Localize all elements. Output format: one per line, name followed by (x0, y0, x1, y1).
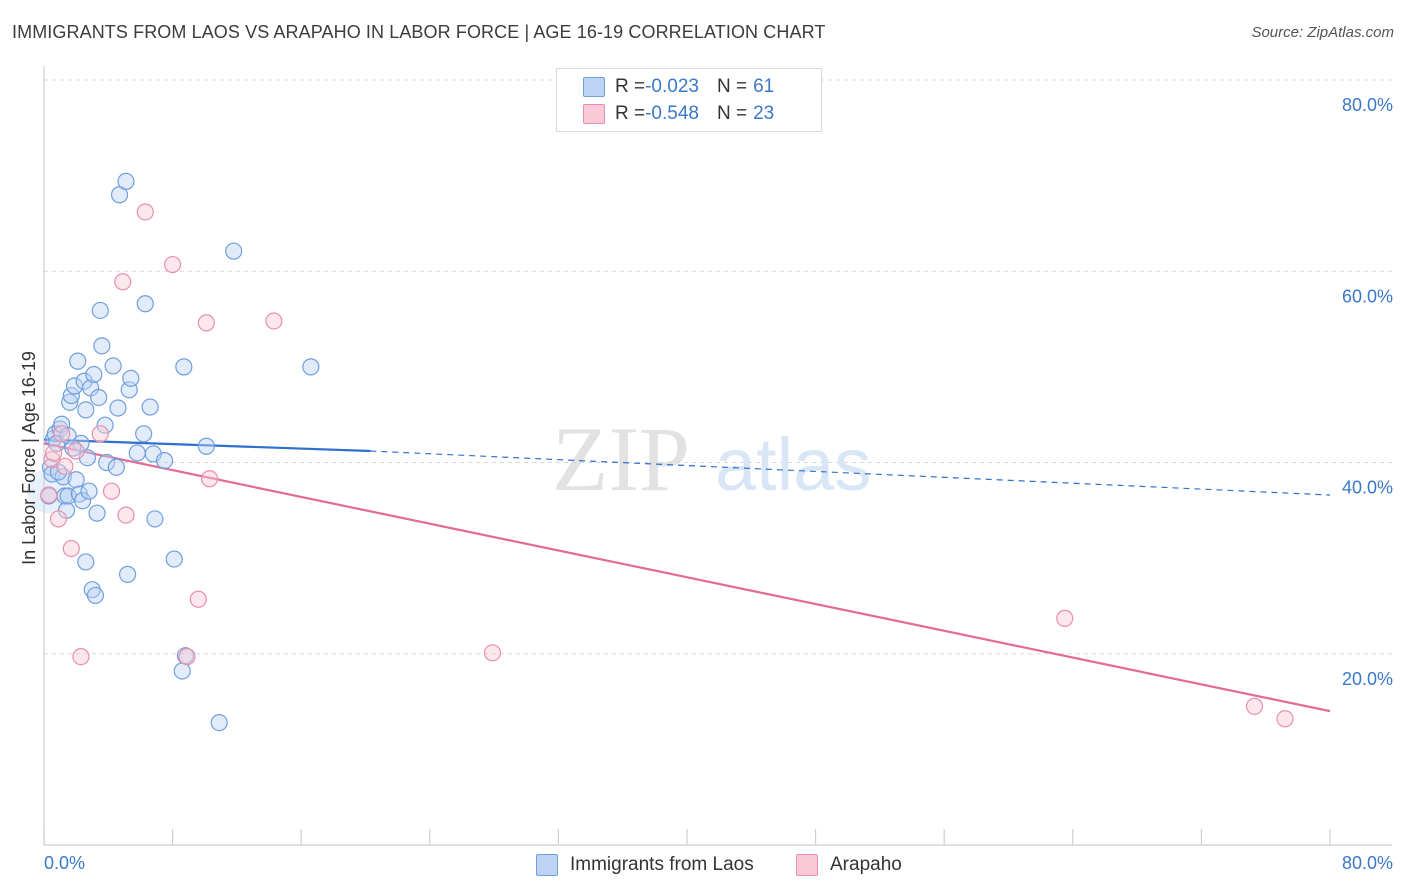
arapaho-trend-line (43, 442, 1331, 713)
legend-swatch-laos (583, 77, 605, 97)
gridlines (44, 79, 1392, 655)
arapaho-point (72, 648, 90, 666)
arapaho-point (40, 486, 58, 504)
arapaho-point (265, 312, 283, 330)
laos-point (90, 388, 108, 407)
laos-point (109, 399, 127, 417)
laos-point (118, 565, 137, 583)
legend-r-value: -0.023 (645, 76, 699, 97)
arapaho-point (49, 510, 68, 528)
laos-point (175, 358, 193, 376)
laos-point (141, 398, 159, 416)
arapaho-point (102, 482, 121, 500)
legend-n-value: 61 (753, 76, 775, 97)
bottom-legend-arapaho: Arapaho (796, 852, 902, 878)
arapaho-point (483, 644, 502, 662)
arapaho-point (197, 314, 215, 332)
laos-point (96, 416, 114, 434)
laos-point (165, 550, 183, 568)
laos-point (155, 451, 174, 470)
x-tick-label: 0.0% (44, 853, 85, 873)
laos-point (62, 386, 80, 405)
laos-point (85, 365, 103, 384)
y-axis-label: In Labor Force | Age 16-19 (19, 351, 39, 565)
laos-point (91, 301, 109, 320)
y-tick-label: 60.0% (1342, 286, 1393, 306)
laos-point (173, 662, 191, 680)
watermark-atlas: atlas (715, 423, 871, 506)
arapaho-point (117, 506, 135, 524)
laos-point (128, 444, 146, 462)
legend-swatch-arapaho (796, 854, 818, 876)
y-tick-label: 80.0% (1342, 95, 1393, 115)
arapaho-point (1276, 710, 1294, 728)
stats-legend: R = -0.023 N = 61 R = -0.548 N = 23 (556, 68, 822, 132)
laos-point (104, 357, 122, 375)
arapaho-point (189, 590, 207, 608)
laos-point (98, 453, 116, 472)
y-tick-label: 40.0% (1342, 478, 1393, 498)
legend-r-label: R = (615, 103, 646, 124)
arapaho-point (178, 648, 196, 666)
arapaho-point (1056, 609, 1074, 627)
legend-series-name: Arapaho (830, 854, 902, 875)
arapaho-point (200, 470, 219, 488)
legend-r-value: -0.548 (645, 103, 699, 124)
laos-point (135, 425, 153, 443)
laos-point (69, 352, 87, 370)
laos-point (77, 553, 95, 571)
arapaho-point (91, 425, 109, 443)
arapaho-point (53, 425, 71, 443)
laos-point (88, 504, 106, 522)
laos-point (64, 439, 82, 457)
arapaho-point (136, 203, 154, 221)
laos-point (43, 465, 61, 483)
laos-point (210, 713, 228, 732)
legend-swatch-laos (536, 854, 558, 876)
laos-point (117, 172, 135, 190)
arapaho-point (56, 457, 74, 475)
arapaho-point (45, 444, 63, 462)
legend-series-name: Immigrants from Laos (570, 854, 754, 875)
source-label: Source: ZipAtlas.com (1251, 24, 1394, 41)
laos-point (80, 482, 98, 500)
arapaho-point (62, 539, 80, 558)
y-tick-label: 20.0% (1342, 669, 1393, 689)
laos-point (197, 437, 215, 455)
laos-point (73, 492, 92, 510)
axes: 20.0% 40.0% 60.0% 80.0% 0.0% 80.0% (43, 66, 1393, 873)
data-points (26, 172, 1294, 732)
laos-point (61, 393, 79, 411)
watermark-zip: ZIP (552, 408, 690, 510)
laos-point (93, 337, 111, 355)
laos-point (146, 510, 164, 528)
arapaho-point (164, 255, 182, 274)
x-tick-label: 80.0% (1342, 853, 1393, 873)
laos-point (225, 242, 243, 260)
laos-point (107, 458, 125, 476)
laos-point (136, 295, 154, 313)
arapaho-point (67, 442, 85, 460)
laos-point (122, 369, 140, 387)
laos-point (67, 471, 85, 489)
laos-point (86, 586, 105, 605)
bottom-legend-laos: Immigrants from Laos (536, 852, 754, 878)
arapaho-point (1245, 697, 1264, 715)
legend-row-arapaho: R = -0.548 N = 23 (583, 102, 774, 126)
legend-n-value: 23 (753, 103, 775, 124)
legend-n-label: N = (716, 76, 748, 97)
laos-point (75, 372, 93, 390)
arapaho-point (114, 273, 132, 291)
legend-swatch-arapaho (583, 104, 605, 124)
watermark: ZIP atlas (552, 408, 871, 510)
legend-row-laos: R = -0.023 N = 61 (583, 75, 774, 99)
laos-point (77, 401, 95, 419)
legend-n-label: N = (716, 103, 748, 124)
legend-r-label: R = (615, 76, 646, 97)
laos-point (302, 358, 320, 376)
chart-title: IMMIGRANTS FROM LAOS VS ARAPAHO IN LABOR… (12, 22, 826, 42)
